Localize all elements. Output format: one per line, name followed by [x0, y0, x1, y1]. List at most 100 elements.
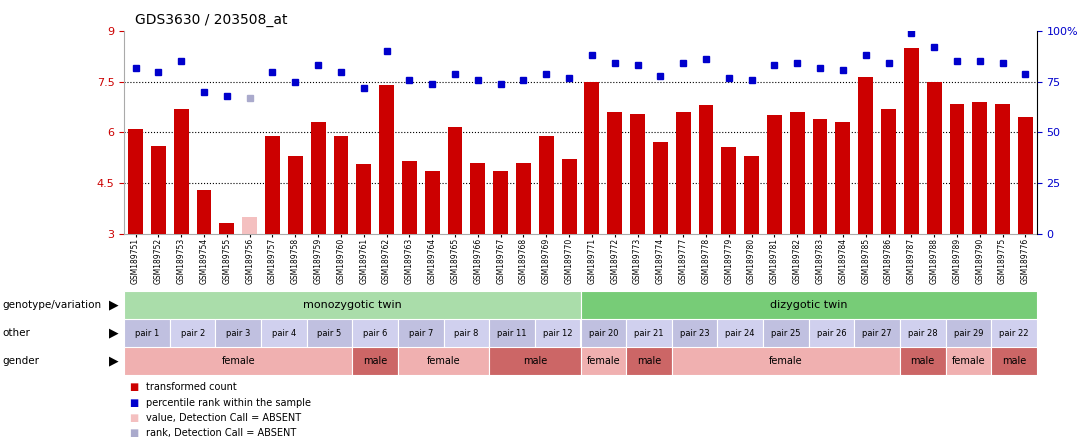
Text: percentile rank within the sample: percentile rank within the sample	[146, 397, 311, 408]
Text: transformed count: transformed count	[146, 382, 237, 392]
Bar	[242, 217, 257, 234]
Bar	[904, 48, 919, 234]
Bar	[581, 291, 1037, 319]
Bar	[129, 129, 143, 234]
Bar	[494, 171, 508, 234]
Bar	[836, 122, 850, 234]
Text: pair 6: pair 6	[363, 329, 388, 338]
Text: female: female	[586, 356, 620, 366]
Bar	[197, 190, 212, 234]
Bar	[744, 156, 759, 234]
Bar	[424, 171, 440, 234]
Text: male: male	[910, 356, 935, 366]
Bar	[653, 143, 667, 234]
Bar	[124, 319, 170, 347]
Text: pair 11: pair 11	[497, 329, 527, 338]
Bar	[717, 319, 762, 347]
Bar	[676, 112, 690, 234]
Text: GDS3630 / 203508_at: GDS3630 / 203508_at	[135, 12, 287, 27]
Bar	[949, 103, 964, 234]
Bar	[397, 347, 489, 375]
Text: pair 3: pair 3	[226, 329, 251, 338]
Bar	[991, 347, 1037, 375]
Text: pair 20: pair 20	[589, 329, 618, 338]
Bar	[379, 85, 394, 234]
Bar	[397, 319, 444, 347]
Text: ■: ■	[130, 382, 139, 392]
Bar	[581, 347, 626, 375]
Text: female: female	[221, 356, 255, 366]
Text: male: male	[523, 356, 546, 366]
Text: value, Detection Call = ABSENT: value, Detection Call = ABSENT	[146, 413, 301, 423]
Bar	[607, 112, 622, 234]
Bar	[762, 319, 809, 347]
Bar	[151, 146, 166, 234]
Bar	[489, 319, 535, 347]
Text: male: male	[637, 356, 661, 366]
Text: dizygotic twin: dizygotic twin	[770, 300, 848, 310]
Bar	[265, 136, 280, 234]
Text: pair 5: pair 5	[318, 329, 341, 338]
Bar	[626, 347, 672, 375]
Bar	[946, 347, 991, 375]
Text: female: female	[951, 356, 985, 366]
Bar	[444, 319, 489, 347]
Text: pair 28: pair 28	[908, 329, 937, 338]
Text: male: male	[1002, 356, 1026, 366]
Text: gender: gender	[2, 356, 39, 366]
Bar	[672, 347, 900, 375]
Text: pair 2: pair 2	[180, 329, 205, 338]
Bar	[352, 347, 399, 375]
Bar	[900, 319, 946, 347]
Bar	[584, 82, 599, 234]
Bar	[216, 319, 261, 347]
Text: pair 7: pair 7	[408, 329, 433, 338]
Bar	[219, 223, 234, 234]
Bar	[539, 136, 554, 234]
Bar	[334, 136, 349, 234]
Bar	[170, 319, 216, 347]
Bar	[1018, 117, 1032, 234]
Text: female: female	[769, 356, 802, 366]
Bar	[991, 319, 1037, 347]
Bar	[854, 319, 900, 347]
Text: other: other	[2, 328, 30, 338]
Text: ▶: ▶	[109, 355, 118, 368]
Bar	[721, 147, 737, 234]
Bar	[261, 319, 307, 347]
Bar	[927, 82, 942, 234]
Text: female: female	[427, 356, 460, 366]
Bar	[471, 163, 485, 234]
Bar	[995, 103, 1010, 234]
Text: pair 8: pair 8	[455, 329, 478, 338]
Bar	[581, 319, 626, 347]
Bar	[447, 127, 462, 234]
Bar	[809, 319, 854, 347]
Bar	[946, 319, 991, 347]
Text: ■: ■	[130, 397, 139, 408]
Bar	[900, 347, 946, 375]
Bar	[699, 105, 714, 234]
Bar	[356, 164, 372, 234]
Text: pair 1: pair 1	[135, 329, 159, 338]
Text: ▶: ▶	[109, 299, 118, 312]
Bar	[630, 114, 645, 234]
Bar	[516, 163, 531, 234]
Bar	[402, 161, 417, 234]
Text: pair 4: pair 4	[272, 329, 296, 338]
Text: pair 24: pair 24	[726, 329, 755, 338]
Text: ▶: ▶	[109, 327, 118, 340]
Bar	[288, 156, 302, 234]
Text: genotype/variation: genotype/variation	[2, 300, 102, 310]
Bar	[562, 159, 577, 234]
Bar	[352, 319, 399, 347]
Text: ■: ■	[130, 413, 139, 423]
Bar	[881, 109, 896, 234]
Text: ■: ■	[130, 428, 139, 438]
Text: pair 23: pair 23	[679, 329, 710, 338]
Bar	[972, 102, 987, 234]
Text: male: male	[363, 356, 388, 366]
Bar	[311, 122, 325, 234]
Bar	[535, 319, 580, 347]
Bar	[626, 319, 672, 347]
